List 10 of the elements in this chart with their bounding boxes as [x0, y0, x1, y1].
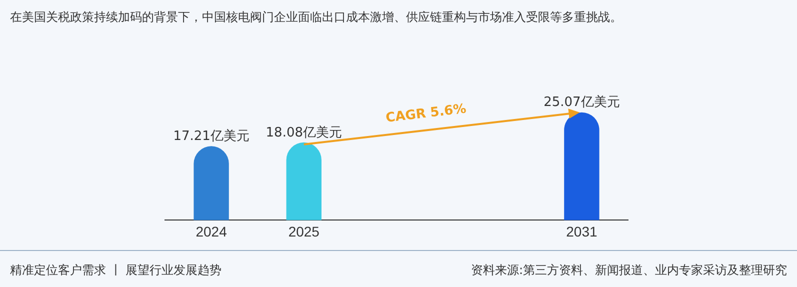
chart-title: 在美国关税政策持续加码的背景下，中国核电阀门企业面临出口成本激增、供应链重构与市场准入受限等多重挑战。: [10, 9, 622, 26]
data-label: 18.08亿美元: [266, 124, 342, 140]
annotation: CAGR 5.6%: [385, 102, 468, 126]
data-label: 25.07亿美元: [544, 94, 620, 110]
x-tick-label: 2024: [196, 223, 228, 240]
data-label: 17.21亿美元: [173, 128, 250, 144]
text: 精准定位客户需求 丨 展望行业发展趋势: [10, 262, 222, 279]
x-tick-label: 2031: [566, 223, 598, 240]
text: 资料来源:第三方资料、新闻报道、业内专家采访及整理研究: [470, 262, 787, 279]
x-tick-label: 2025: [288, 223, 320, 240]
